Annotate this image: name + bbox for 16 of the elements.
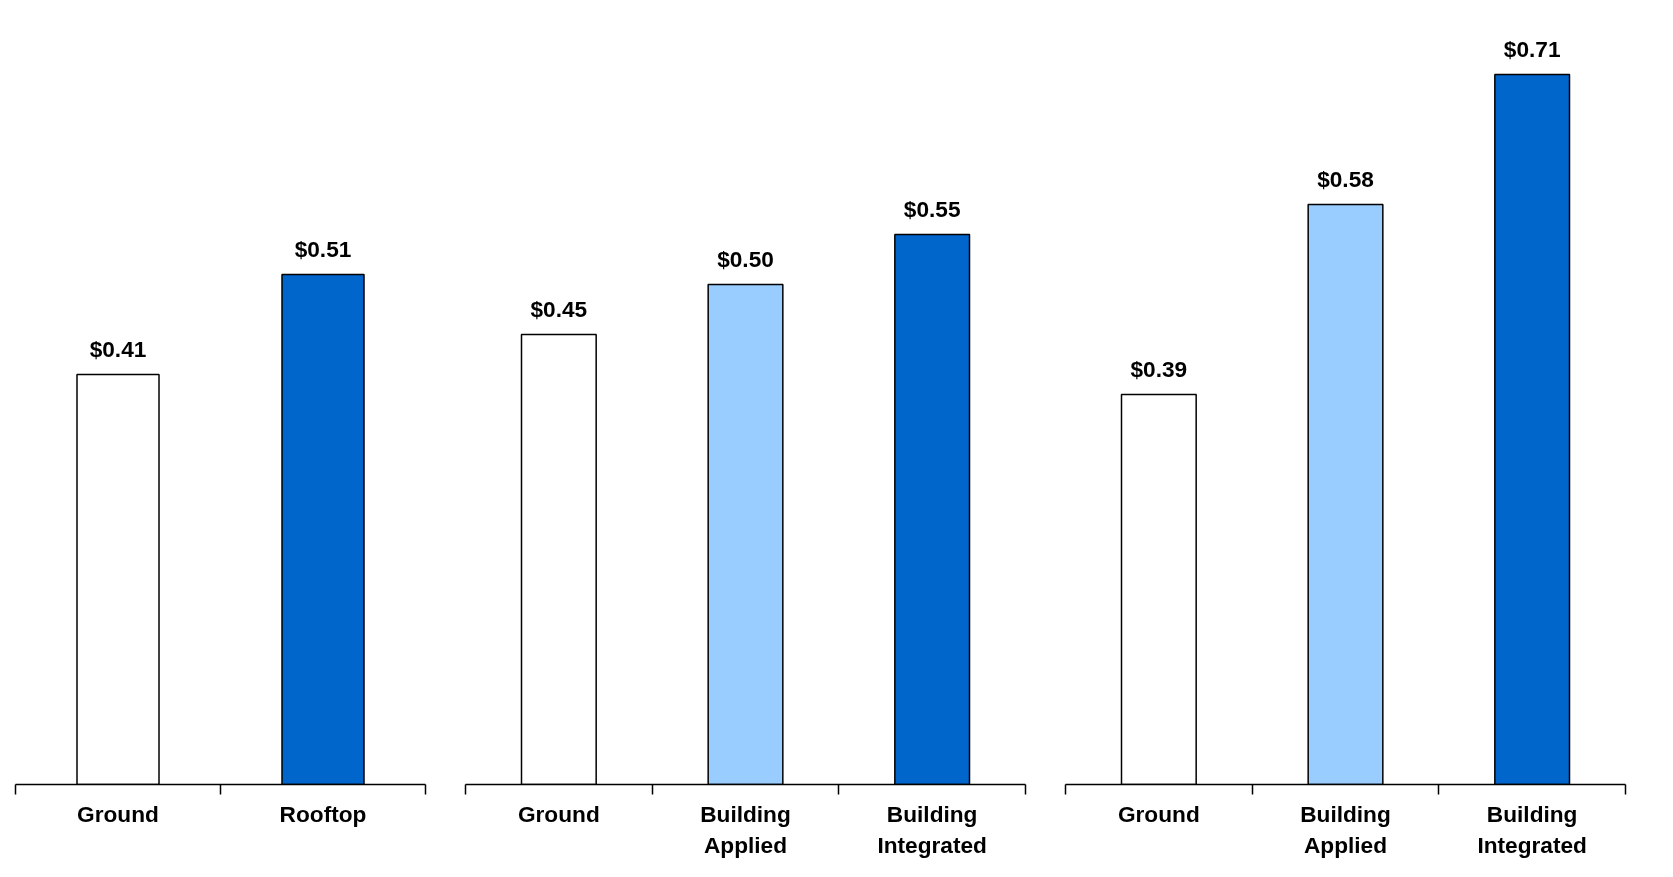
x-tick-label: Ground xyxy=(77,800,159,827)
x-tick-label: Ground xyxy=(1117,800,1200,827)
x-tick-label: Building Applied xyxy=(700,800,791,858)
x-tick-label: Building Integrated xyxy=(1477,800,1587,858)
x-tick-label: Ground xyxy=(517,800,600,827)
data-label: $0.55 xyxy=(903,196,961,223)
x-tick-label: Building Integrated xyxy=(877,800,987,858)
data-label: $0.58 xyxy=(1317,166,1374,193)
data-label: $0.51 xyxy=(294,236,352,263)
x-tick-label: Rooftop xyxy=(279,800,367,827)
data-label: $0.39 xyxy=(1130,356,1188,383)
data-label: $0.41 xyxy=(89,336,147,363)
data-label: $0.45 xyxy=(530,296,588,323)
x-tick-label: Building Applied xyxy=(1300,800,1391,858)
data-label: $0.50 xyxy=(717,246,774,273)
data-label: $0.71 xyxy=(1503,36,1561,63)
